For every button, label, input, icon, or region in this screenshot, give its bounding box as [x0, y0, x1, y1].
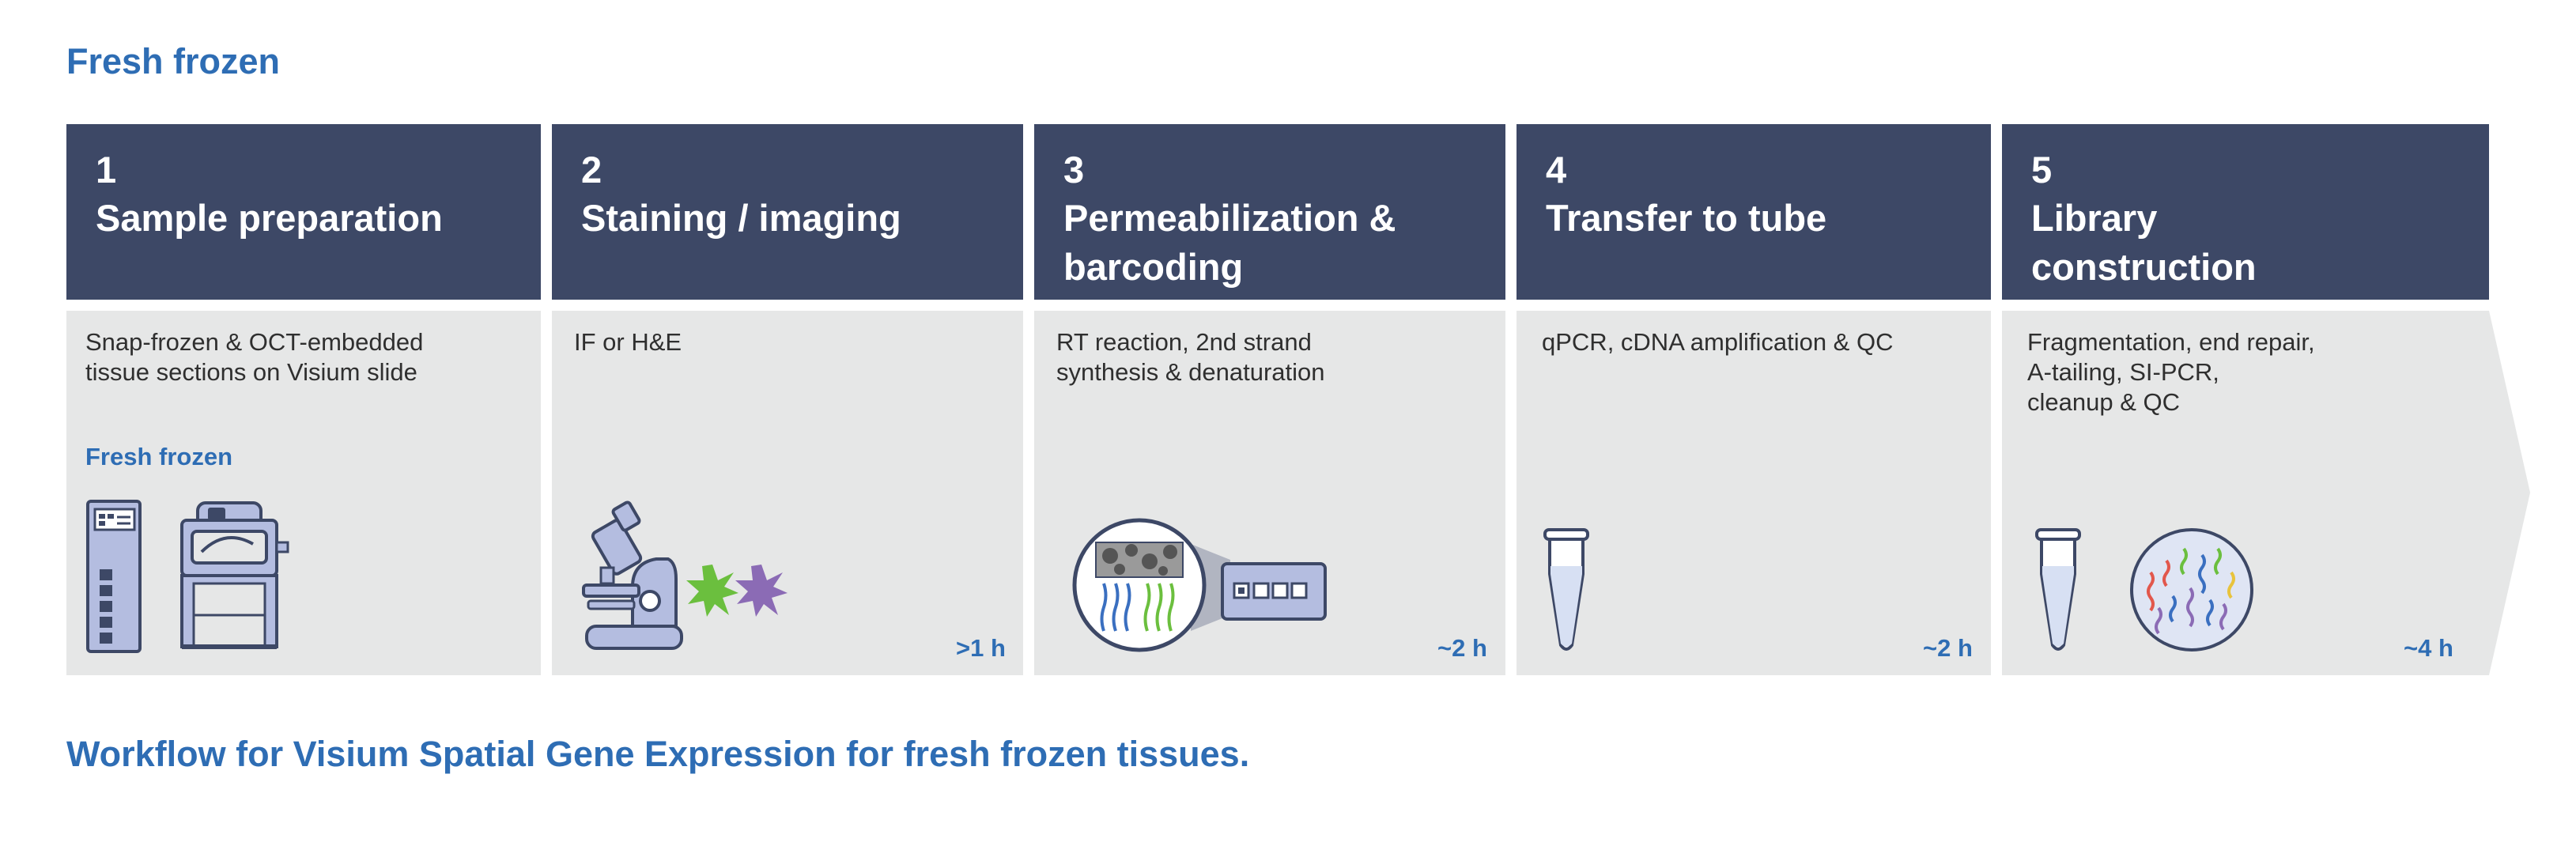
- step-3-title-line-1: Permeabilization &: [1063, 197, 1396, 239]
- step-4-title: Transfer to tube: [1546, 197, 1827, 239]
- tube-icon: [1543, 528, 1589, 651]
- step-5-title-line-2: construction: [2031, 246, 2257, 288]
- tissue-zoom-icon: [1072, 518, 1327, 652]
- step-5-number: 5: [2031, 149, 2053, 191]
- cryostat-icon: [180, 501, 289, 649]
- workflow-arrow-tip: [2464, 311, 2530, 675]
- step-2-body: [552, 311, 1023, 675]
- tube-icon: [2035, 528, 2081, 651]
- microscope-icon: [582, 500, 683, 650]
- step-5-time: ~4 h: [2404, 634, 2453, 662]
- step-3-time: ~2 h: [1437, 634, 1487, 662]
- step-3-description: RT reaction, 2nd strand synthesis & dena…: [1056, 328, 1325, 386]
- step-1-body: [66, 311, 541, 675]
- step-1-number: 1: [96, 149, 117, 191]
- step-1-title: Sample preparation: [96, 197, 443, 239]
- diagram-caption: Workflow for Visium Spatial Gene Express…: [66, 734, 1250, 774]
- step-2-time: >1 h: [956, 634, 1006, 662]
- step-1-header: 1 Sample preparation: [66, 124, 541, 300]
- step-3-header: 3 Permeabilization & barcoding: [1034, 124, 1505, 300]
- green-stain-star-icon: [686, 565, 738, 617]
- step-4-header: 4 Transfer to tube: [1517, 124, 1991, 300]
- step-2-description: IF or H&E: [574, 328, 682, 356]
- step-4-time: ~2 h: [1923, 634, 1973, 662]
- step-1-sublabel: Fresh frozen: [85, 443, 233, 470]
- step-1-description: Snap-frozen & OCT-embedded tissue sectio…: [85, 328, 424, 386]
- purple-stain-star-icon: [735, 565, 788, 617]
- step-4-number: 4: [1546, 149, 1567, 191]
- step-5-description: Fragmentation, end repair, A-tailing, SI…: [2027, 328, 2315, 416]
- diagram-title: Fresh frozen: [66, 41, 281, 81]
- step-2-number: 2: [581, 149, 602, 191]
- slide-icon: [86, 500, 142, 653]
- step-3-number: 3: [1063, 149, 1085, 191]
- step-4-body: [1517, 311, 1991, 675]
- step-3-title-line-2: barcoding: [1063, 246, 1244, 288]
- step-4-description: qPCR, cDNA amplification & QC: [1542, 328, 1894, 356]
- step-5-title-line-1: Library: [2031, 197, 2158, 239]
- step-2-title: Staining / imaging: [581, 197, 901, 239]
- step-5-header: 5 Library construction: [2002, 124, 2489, 300]
- step-2-header: 2 Staining / imaging: [552, 124, 1023, 300]
- library-dish-icon: [2130, 528, 2253, 651]
